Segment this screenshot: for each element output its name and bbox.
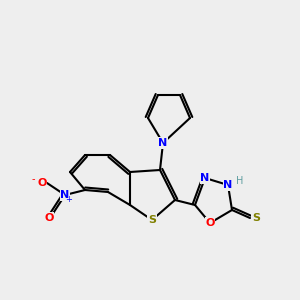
Text: N: N — [60, 190, 70, 200]
Text: S: S — [148, 215, 156, 225]
Text: -: - — [31, 174, 35, 184]
Text: N: N — [158, 138, 168, 148]
Text: O: O — [44, 213, 54, 223]
Text: N: N — [200, 173, 210, 183]
Text: O: O — [205, 218, 215, 228]
Text: H: H — [236, 176, 244, 186]
Text: S: S — [252, 213, 260, 223]
Text: O: O — [37, 178, 47, 188]
Text: +: + — [66, 194, 72, 203]
Text: N: N — [224, 180, 232, 190]
